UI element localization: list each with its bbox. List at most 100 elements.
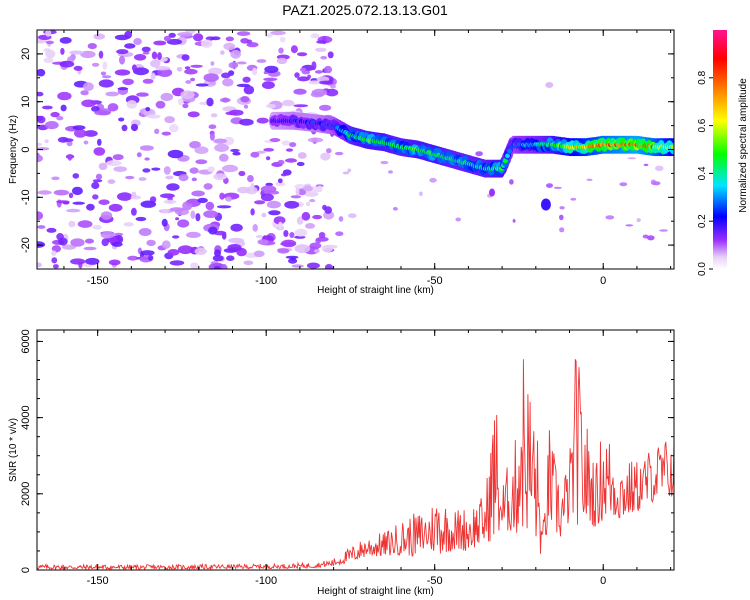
noise-cell (223, 136, 235, 146)
noise-cell (133, 38, 142, 45)
noise-cell (315, 47, 327, 52)
noise-cell (228, 61, 239, 69)
noise-cell (297, 152, 307, 159)
noise-cell (118, 117, 125, 122)
ridge-cell (545, 81, 554, 88)
spectrogram-x-label: Height of straight line (km) (317, 285, 434, 296)
noise-cell (136, 92, 149, 97)
noise-cell (221, 72, 231, 79)
noise-cell (301, 70, 311, 75)
noise-cell (187, 111, 200, 118)
noise-cell (261, 212, 267, 218)
noise-cell (238, 170, 246, 177)
noise-cell (269, 138, 281, 142)
noise-cell (559, 227, 565, 233)
noise-cell (330, 84, 336, 89)
noise-cell (325, 88, 339, 97)
noise-cell (56, 116, 64, 121)
noise-cell (66, 208, 81, 213)
noise-cell (291, 264, 304, 268)
noise-cell (163, 166, 171, 175)
noise-cell (208, 124, 217, 129)
y-tick-label: 20 (20, 48, 32, 60)
noise-cell (260, 193, 274, 202)
noise-cell (296, 216, 304, 225)
snr-y-label: SNR (10 * v/v) (8, 418, 19, 482)
noise-cell (116, 49, 129, 55)
noise-cell (51, 250, 57, 256)
noise-cell (290, 45, 298, 54)
noise-cell (266, 200, 281, 209)
noise-cell (182, 201, 193, 211)
noise-cell (80, 90, 89, 96)
noise-cell (222, 78, 234, 87)
noise-cell (139, 145, 154, 151)
noise-cell (45, 40, 54, 45)
noise-cell (263, 77, 278, 82)
noise-cell (559, 206, 565, 210)
noise-cell (243, 104, 249, 109)
noise-cell (107, 103, 119, 112)
noise-cell (294, 244, 311, 254)
noise-cell (37, 68, 46, 77)
noise-cell (114, 69, 131, 76)
noise-cell (186, 231, 201, 238)
noise-cell (191, 177, 197, 182)
noise-cell (151, 167, 161, 171)
noise-cell (92, 194, 99, 200)
noise-cell (214, 143, 230, 152)
noise-cell (342, 171, 350, 175)
noise-cell (58, 237, 68, 246)
noise-cell (289, 232, 295, 238)
snr-line (37, 359, 674, 570)
noise-cell (172, 235, 180, 239)
noise-cell (293, 104, 309, 108)
noise-cell (153, 40, 167, 46)
noise-cell (113, 166, 127, 173)
noise-cell (63, 138, 74, 142)
noise-cell (230, 49, 242, 59)
noise-cell (37, 211, 44, 221)
noise-cell (131, 207, 137, 216)
spectrogram-y-ticks: -20 -10 0 10 20 (20, 29, 674, 270)
noise-cell (326, 148, 332, 154)
noise-cell (141, 46, 151, 53)
noise-cell (219, 192, 225, 200)
noise-cell (186, 200, 195, 204)
noise-cell (66, 140, 73, 147)
noise-cell (265, 33, 274, 38)
noise-cell (242, 76, 251, 83)
noise-cell (270, 30, 286, 36)
noise-cell (154, 128, 160, 134)
noise-cell (309, 199, 316, 203)
noise-cell (177, 32, 193, 37)
noise-cell (317, 185, 323, 193)
noise-cell (50, 111, 60, 118)
noise-cell (191, 190, 205, 197)
noise-cell (290, 195, 302, 199)
noise-cell (105, 91, 120, 97)
noise-cell (100, 231, 115, 239)
noise-cell (314, 249, 320, 253)
noise-cell (203, 210, 219, 219)
noise-cell (627, 157, 637, 160)
noise-cell (97, 138, 102, 146)
noise-cell (253, 250, 265, 258)
noise-cell (278, 221, 283, 230)
noise-cell (163, 199, 177, 204)
noise-cell (194, 247, 207, 255)
noise-cell (166, 38, 183, 45)
noise-cell (243, 85, 255, 95)
noise-cell (177, 245, 194, 255)
noise-cell (570, 197, 577, 201)
noise-cell (106, 160, 122, 167)
noise-cell (98, 199, 110, 205)
snr-frame (36, 329, 675, 571)
noise-cell (155, 100, 166, 109)
noise-cell (210, 61, 215, 66)
noise-cell (203, 73, 219, 82)
noise-cell (130, 123, 139, 132)
noise-cell (257, 239, 269, 245)
noise-cell (189, 167, 199, 174)
noise-cell (150, 72, 156, 80)
